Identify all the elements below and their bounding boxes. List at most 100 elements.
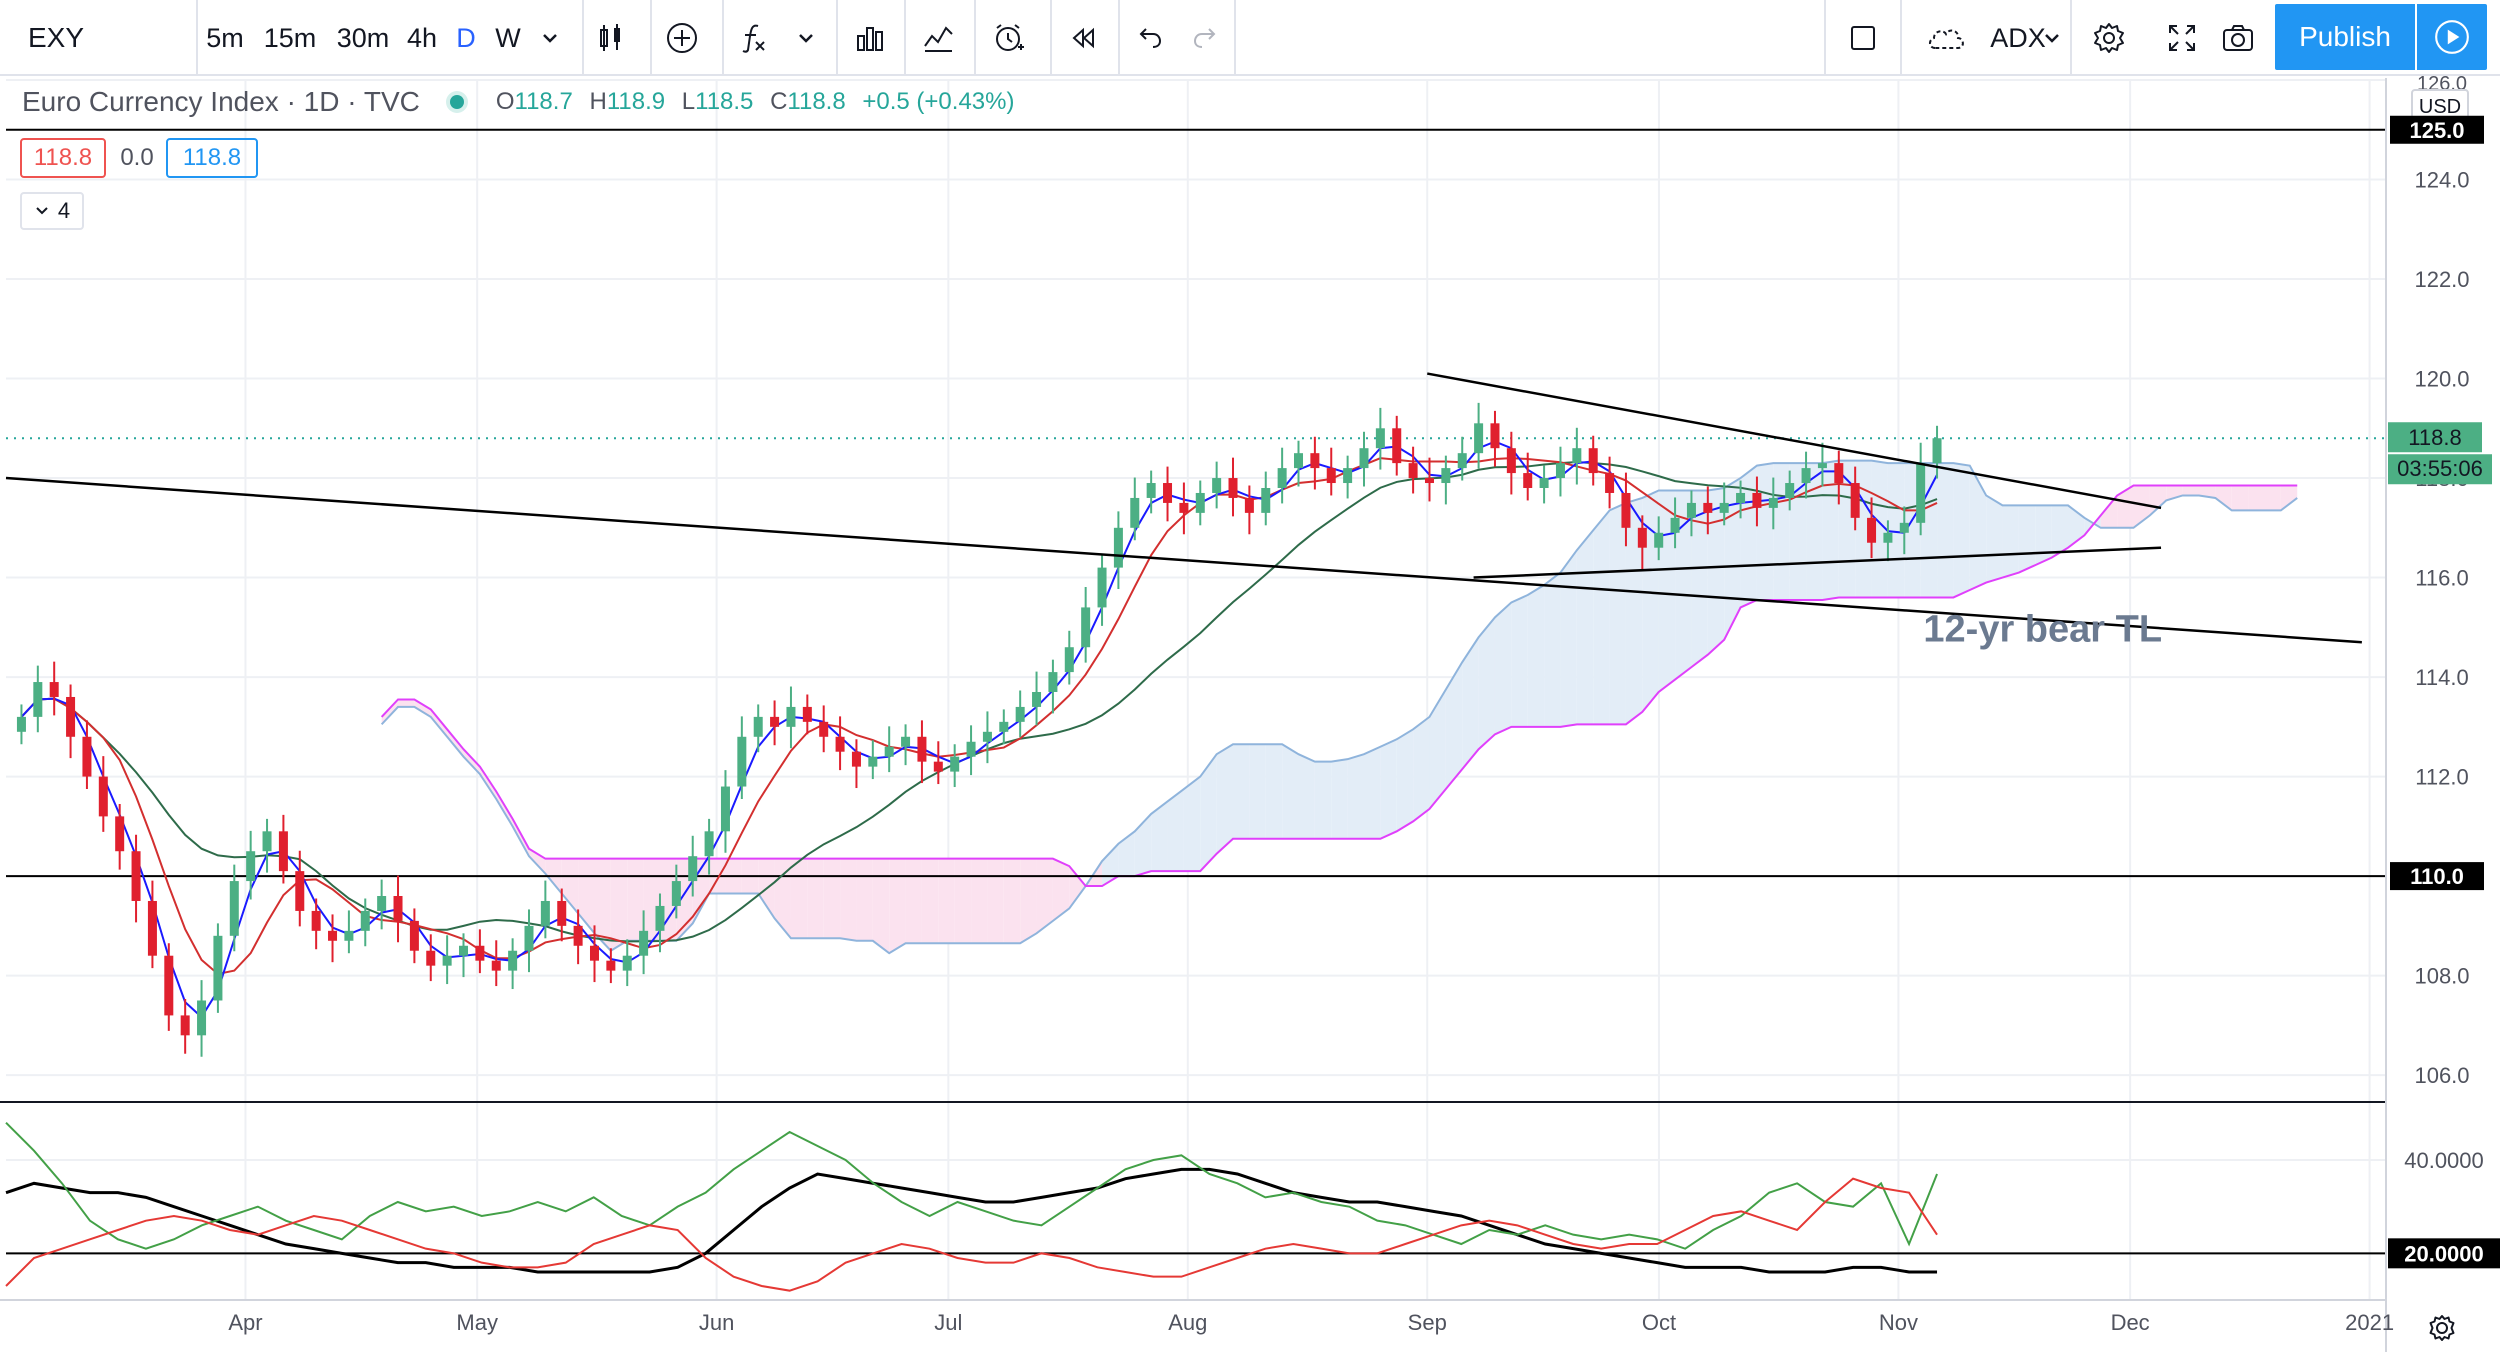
chevron-down-icon: [543, 34, 557, 43]
ma-slow-line: [20, 461, 1938, 943]
redo-button[interactable]: [1178, 0, 1234, 76]
play-button[interactable]: [2417, 4, 2487, 70]
candle-body: [1195, 492, 1205, 513]
cloud-segment: [1265, 744, 1283, 839]
cloud-span-a: [380, 459, 2298, 955]
redo-icon: [1193, 28, 1216, 48]
cloud-segment: [1429, 689, 1446, 809]
undo-button[interactable]: [1118, 0, 1178, 76]
level-label-bg: [2390, 115, 2484, 144]
candle-body: [459, 945, 469, 956]
templates-button[interactable]: [904, 0, 970, 76]
snapshot-button[interactable]: [2202, 0, 2274, 76]
compare-button[interactable]: [650, 0, 712, 76]
square-icon: [1851, 26, 1875, 50]
cloud-segment: [1216, 744, 1234, 854]
indicators-dropdown[interactable]: [786, 0, 826, 76]
price-axis: 106.0108.0110.0112.0114.0116.0118.0120.0…: [0, 73, 2500, 1352]
candle-body: [999, 721, 1009, 732]
alert-button[interactable]: [974, 0, 1042, 76]
financials-button[interactable]: [836, 0, 902, 76]
layout-button[interactable]: [1824, 0, 1900, 76]
replay-button[interactable]: [1050, 0, 1114, 76]
candle-body: [1834, 463, 1844, 484]
candle-body: [1277, 468, 1287, 488]
candle-body: [868, 756, 878, 767]
candle-body: [115, 816, 125, 852]
cloud-segment: [381, 699, 399, 725]
publish-button[interactable]: Publish: [2275, 4, 2415, 70]
candle-body: [98, 776, 108, 817]
cloud-segment: [807, 858, 824, 939]
time-tick-label: May: [456, 1310, 498, 1335]
cloud-segment: [1756, 463, 1774, 600]
candle-body: [131, 851, 141, 901]
candle-body: [622, 955, 632, 971]
symbol-search[interactable]: EXY: [28, 22, 85, 53]
interval-4h[interactable]: 4h: [406, 22, 438, 53]
interval-w[interactable]: W: [495, 22, 521, 53]
cloud-segment: [872, 858, 890, 954]
fullscreen-button[interactable]: [2146, 0, 2218, 76]
candle-body: [1850, 483, 1860, 518]
last-price-label: 118.8: [2408, 425, 2461, 450]
chart-background: [0, 78, 2500, 1352]
layout-dropdown[interactable]: [2032, 0, 2072, 76]
candle-body: [524, 925, 534, 951]
candle-body: [1146, 483, 1156, 498]
cloud-segment: [1413, 716, 1430, 822]
cloud-segment: [479, 766, 497, 799]
chevron-down-icon: [2045, 34, 2059, 43]
adx-level-label: 20.0000: [2404, 1241, 2484, 1266]
price-tick-label: 122.0: [2414, 267, 2469, 292]
market-status-icon: [449, 95, 464, 109]
camera-icon: [2223, 25, 2253, 51]
candle-body: [1441, 468, 1451, 484]
cloud-segment: [2248, 485, 2265, 511]
plus-di-line: [5, 1121, 1938, 1250]
candle-body: [1392, 428, 1402, 464]
interval-30m[interactable]: 30m: [336, 22, 390, 53]
settings-button[interactable]: [2070, 0, 2146, 76]
interval-15m[interactable]: 15m: [263, 22, 317, 53]
price-tick-label: 114.0: [2415, 665, 2468, 690]
gear-icon: [2094, 23, 2124, 53]
candle-body: [884, 746, 894, 757]
cloud-segment: [1003, 858, 1021, 944]
collapse-indicators-button[interactable]: 4: [20, 192, 84, 230]
interval-5m[interactable]: 5m: [196, 0, 252, 76]
candle-body: [901, 736, 911, 747]
candle-body: [933, 761, 943, 772]
candle-body: [278, 831, 288, 872]
cloud-segment: [1740, 465, 1757, 608]
close-value: 118.8: [787, 88, 846, 115]
candle-body: [1130, 497, 1140, 528]
indicators-button[interactable]: [722, 0, 784, 76]
candle-body: [1670, 517, 1680, 533]
alarm-clock-icon: [996, 24, 1024, 51]
level-label: 125.0: [2409, 118, 2464, 143]
candle-body: [33, 682, 43, 717]
chart-type-button[interactable]: [582, 0, 638, 76]
adx-line: [5, 1167, 1938, 1274]
candle-body: [311, 910, 321, 931]
trendlines[interactable]: [5, 372, 2362, 644]
indicator-label[interactable]: ADX: [1990, 22, 2046, 53]
interval-dropdown[interactable]: [530, 0, 570, 76]
trendline: [5, 476, 2362, 644]
candle-body: [393, 896, 403, 921]
cloud-segment: [1675, 490, 1692, 680]
cloud-save-button[interactable]: [1900, 0, 1992, 76]
open-label: O: [495, 88, 515, 115]
cloud-segment: [1052, 858, 1070, 921]
interval-d[interactable]: D: [456, 22, 476, 53]
collapse-count: 4: [57, 198, 71, 223]
gear-icon: [2429, 1315, 2455, 1341]
minus-di-line: [5, 1177, 1938, 1292]
currency-label: USD: [2419, 96, 2461, 118]
cloud-segment: [594, 858, 611, 951]
candle-body: [1424, 478, 1434, 484]
low-label: L: [681, 88, 696, 115]
candle-body: [1163, 483, 1173, 503]
